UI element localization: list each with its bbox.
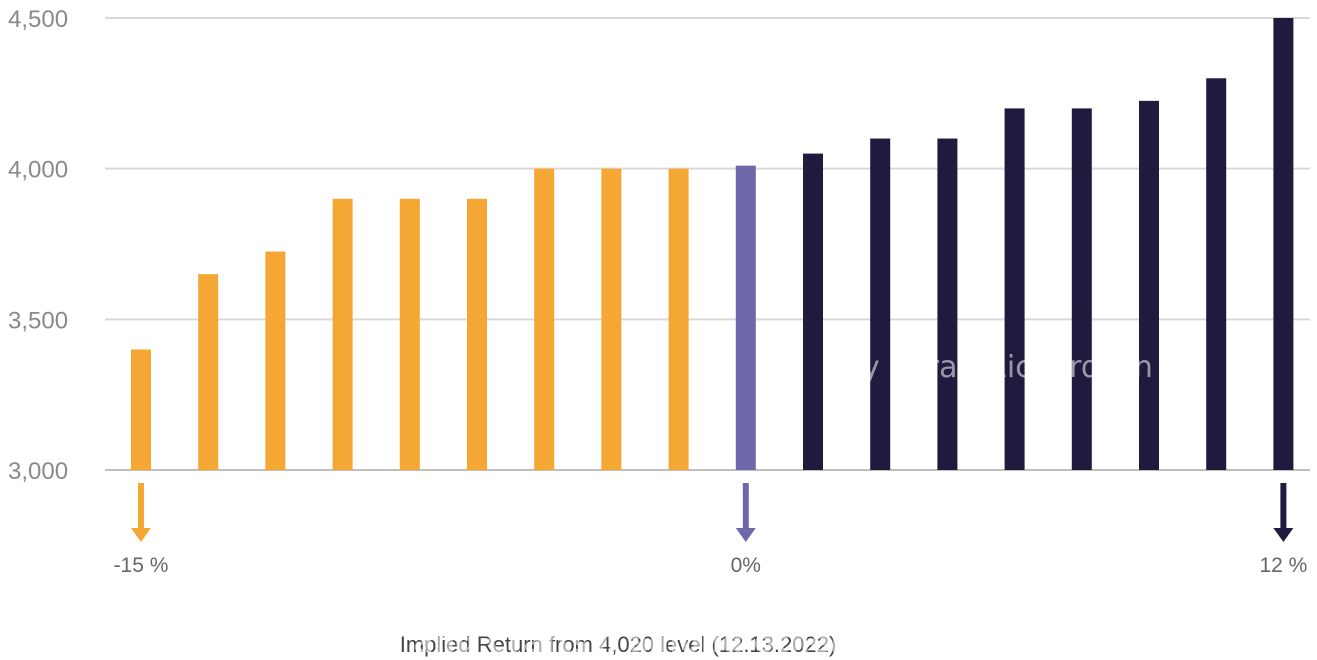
y-tick-label: 4,000 [8,157,68,184]
bar [198,274,219,470]
bar [1139,100,1159,470]
down-arrow-icon [1273,528,1294,542]
y-tick-label: 3,000 [8,458,68,485]
marker-label: -15 % [114,554,169,577]
y-tick-label: 3,500 [8,307,68,334]
watermark-byline: by Sarah Richardson [843,350,1153,385]
bar [1273,18,1294,470]
y-tick-label: 4,500 [8,6,68,33]
watermark-bullet-dot [91,479,101,489]
watermark: by Sarah Richardson paperinkarts.com the… [88,350,1176,660]
down-arrow-icon [735,528,756,542]
marker-label: 0% [731,554,761,577]
bar [399,198,420,471]
bar [265,251,286,470]
x-axis-label: Implied Return from 4,020 level (12.13.2… [400,632,837,657]
marker-arrow-shaft [1280,483,1287,528]
watermark-bullet-dot [91,518,101,528]
bar [131,349,151,470]
watermark-line-1: Also, online classes are available throu… [88,587,1176,622]
bar [1071,108,1092,471]
bar [467,198,487,471]
bar [668,168,689,470]
watermark-line-2: Skillshare, Udemy, and Craftsy, among ot… [88,625,874,660]
bar [1004,108,1025,471]
return-marker: 12 % [1259,483,1307,577]
marker-arrow-shaft [138,483,144,528]
return-markers: -15 % 0% 12 % [114,483,1307,577]
watermark-bullet-1: paperinkarts.com [147,468,394,501]
bar [803,153,823,470]
return-marker: -15 % [114,483,169,577]
marker-label: 12 % [1259,554,1307,577]
bar [1206,78,1227,471]
bar [937,138,958,471]
marker-arrow-shaft [742,483,749,528]
bar [332,198,353,471]
gridlines [105,17,1310,471]
y-axis-ticks: 3,000 3,500 4,000 4,500 [8,6,68,485]
bar [534,168,555,470]
bar [735,165,756,471]
bar [601,168,622,470]
watermark-bullet-2: thepostmansknock.com [148,507,483,540]
down-arrow-icon [131,528,151,542]
bar [870,138,891,471]
return-marker: 0% [731,483,761,577]
bars [131,18,1294,471]
